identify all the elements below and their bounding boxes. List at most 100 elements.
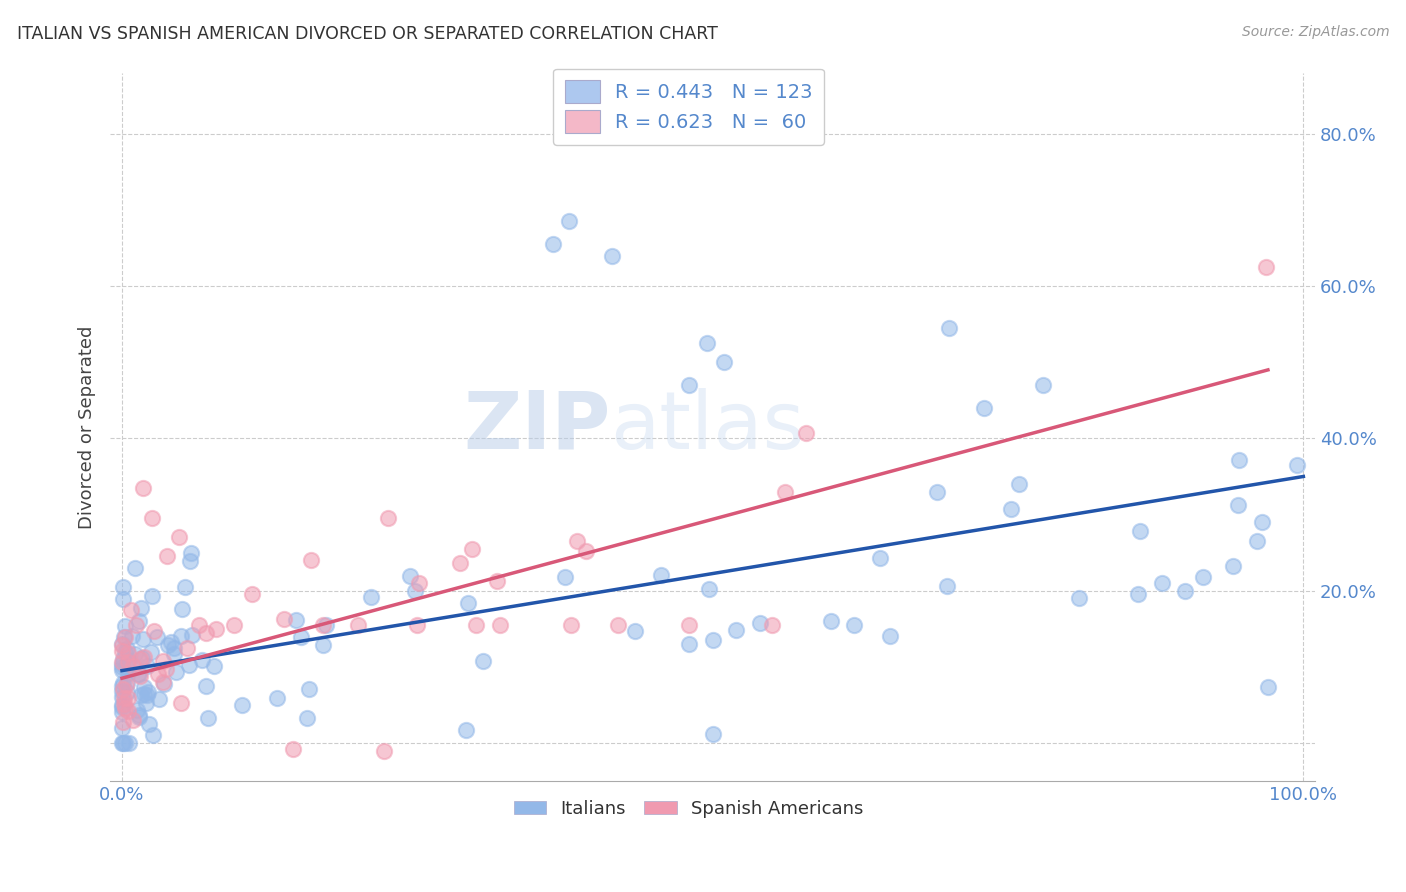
Point (120, 603, 142, 617)
Point (761, 618, 783, 632)
Point (134, 687, 156, 701)
Point (1285, 458, 1308, 472)
Point (117, 690, 139, 705)
Point (163, 641, 186, 656)
Point (138, 717, 160, 731)
Point (117, 653, 139, 667)
Point (129, 651, 152, 665)
Point (1227, 452, 1250, 467)
Point (170, 697, 193, 711)
Point (111, 683, 134, 698)
Point (295, 711, 318, 725)
Point (775, 485, 797, 500)
Point (148, 692, 170, 706)
Point (114, 618, 136, 632)
Point (191, 653, 214, 667)
Point (565, 534, 588, 549)
Point (163, 647, 186, 661)
Point (205, 622, 228, 636)
Point (111, 736, 134, 750)
Point (360, 591, 382, 605)
Point (111, 637, 134, 651)
Point (820, 614, 842, 628)
Point (486, 574, 509, 588)
Point (725, 624, 748, 638)
Point (155, 662, 177, 676)
Point (315, 618, 337, 632)
Point (408, 576, 430, 591)
Point (600, 249, 623, 263)
Point (1246, 534, 1268, 549)
Point (115, 676, 138, 690)
Point (125, 702, 148, 716)
Point (128, 666, 150, 681)
Point (172, 602, 194, 616)
Point (152, 654, 174, 668)
Point (869, 550, 891, 565)
Text: ZIP: ZIP (463, 388, 610, 466)
Point (176, 641, 198, 656)
Point (115, 660, 138, 674)
Point (179, 554, 201, 568)
Point (127, 667, 149, 681)
Point (153, 677, 176, 691)
Point (290, 631, 312, 645)
Point (678, 378, 700, 392)
Point (489, 618, 512, 632)
Point (696, 336, 718, 351)
Legend: Italians, Spanish Americans: Italians, Spanish Americans (506, 793, 870, 825)
Point (936, 579, 959, 593)
Point (299, 553, 322, 567)
Point (111, 676, 134, 690)
Point (650, 568, 672, 582)
Point (125, 618, 148, 632)
Point (132, 481, 155, 495)
Point (114, 700, 136, 714)
Point (194, 679, 217, 693)
Point (283, 742, 305, 756)
Point (111, 655, 134, 669)
Point (560, 618, 582, 632)
Point (111, 639, 134, 653)
Point (1222, 558, 1244, 573)
Point (607, 618, 630, 632)
Point (112, 697, 135, 711)
Point (111, 679, 134, 693)
Point (624, 624, 647, 638)
Text: atlas: atlas (610, 388, 804, 466)
Point (454, 723, 477, 738)
Point (111, 657, 134, 671)
Point (311, 638, 333, 652)
Point (266, 691, 288, 706)
Point (121, 629, 143, 643)
Point (124, 647, 146, 661)
Point (111, 643, 134, 657)
Point (111, 698, 134, 713)
Point (1257, 681, 1279, 695)
Point (1126, 587, 1149, 601)
Point (111, 690, 134, 705)
Point (114, 736, 136, 750)
Point (124, 560, 146, 574)
Point (713, 355, 735, 369)
Point (112, 736, 135, 750)
Point (1227, 498, 1250, 512)
Point (157, 638, 180, 652)
Point (678, 637, 700, 651)
Point (135, 696, 157, 710)
Point (136, 685, 159, 699)
Point (373, 743, 395, 757)
Point (132, 649, 155, 664)
Point (472, 654, 495, 668)
Point (224, 618, 246, 632)
Point (111, 580, 134, 594)
Point (748, 615, 770, 630)
Point (143, 624, 166, 638)
Point (202, 659, 225, 673)
Point (554, 570, 576, 584)
Point (111, 681, 134, 696)
Point (129, 601, 152, 615)
Point (136, 688, 159, 702)
Point (398, 568, 420, 582)
Point (702, 633, 724, 648)
